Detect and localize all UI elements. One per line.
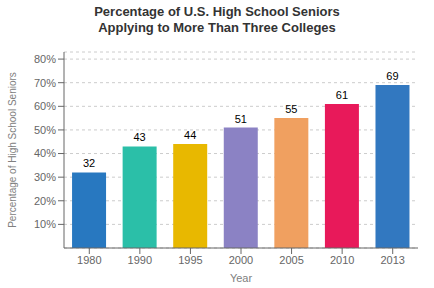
svg-text:51: 51: [235, 113, 247, 125]
svg-text:80%: 80%: [34, 53, 56, 65]
svg-text:Year: Year: [230, 272, 253, 284]
svg-text:2010: 2010: [330, 254, 354, 266]
svg-text:69: 69: [386, 70, 398, 82]
html-text:Percentage of U.S. High School: Percentage of U.S. High School Seniors: [94, 4, 340, 19]
svg-text:30%: 30%: [34, 171, 56, 183]
svg-text:Percentage of High School Seni: Percentage of High School Seniors: [8, 72, 18, 228]
svg-text:20%: 20%: [34, 195, 56, 207]
svg-text:61: 61: [336, 89, 348, 101]
svg-text:70%: 70%: [34, 77, 56, 89]
svg-text:10%: 10%: [34, 218, 56, 230]
svg-text:2000: 2000: [229, 254, 253, 266]
svg-text:50%: 50%: [34, 124, 56, 136]
svg-text:60%: 60%: [34, 100, 56, 112]
svg-text:44: 44: [184, 129, 196, 141]
svg-text:55: 55: [285, 103, 297, 115]
svg-text:32: 32: [83, 157, 95, 169]
svg-text:1990: 1990: [128, 254, 152, 266]
svg-text:2005: 2005: [279, 254, 303, 266]
svg-text:2013: 2013: [380, 254, 404, 266]
svg-text:43: 43: [134, 131, 146, 143]
svg-text:1995: 1995: [178, 254, 202, 266]
html-text:Applying to More Than Three Co: Applying to More Than Three Colleges: [98, 20, 336, 35]
svg-text:1980: 1980: [77, 254, 101, 266]
svg-text:40%: 40%: [34, 147, 56, 159]
